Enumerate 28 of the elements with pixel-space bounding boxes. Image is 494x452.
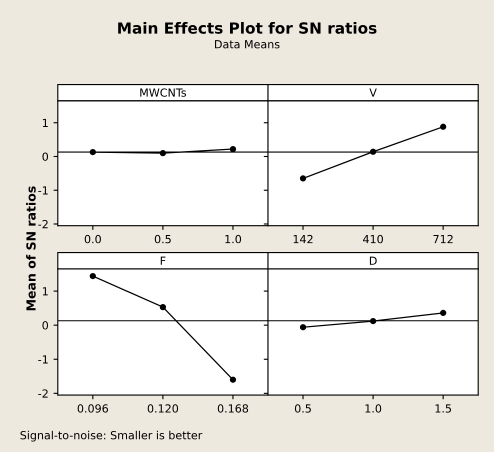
y-tick-label: -1: [38, 186, 48, 194]
x-tick-label: 0.096: [78, 404, 108, 413]
y-tick-label: 1: [42, 118, 48, 127]
x-tick-label: 0.168: [218, 404, 248, 413]
text: Main Effects Plot for SN ratios: [118, 22, 376, 34]
y-tick-label: -1: [38, 355, 48, 364]
x-tick-label: 142: [294, 234, 313, 244]
chart-title: V: [369, 88, 377, 97]
chart-title: MWCNTs: [140, 88, 186, 97]
x-tick-label: 712: [433, 234, 453, 244]
y-tick-label: -2: [38, 220, 48, 228]
x-tick-label: 0.5: [154, 234, 171, 244]
y-tick-label: 0: [42, 152, 48, 161]
x-tick-label: 0.0: [84, 234, 101, 244]
text: Mean of SN ratios: [26, 186, 36, 310]
y-tick-label: -2: [38, 389, 48, 398]
y-tick-label: 0: [42, 321, 48, 330]
x-tick-label: 410: [363, 234, 383, 244]
x-tick-label: 1.0: [365, 404, 382, 413]
x-tick-label: 0.120: [148, 404, 178, 413]
chart-title: F: [160, 256, 166, 265]
x-tick-label: 1.0: [225, 234, 242, 244]
text: Data Means: [215, 40, 280, 48]
x-tick-label: 0.5: [294, 404, 311, 413]
text: Signal-to-noise: Smaller is better: [20, 430, 202, 442]
x-tick-label: 1.5: [436, 404, 452, 413]
chart-title: D: [370, 256, 377, 265]
y-tick-label: 1: [42, 287, 48, 296]
